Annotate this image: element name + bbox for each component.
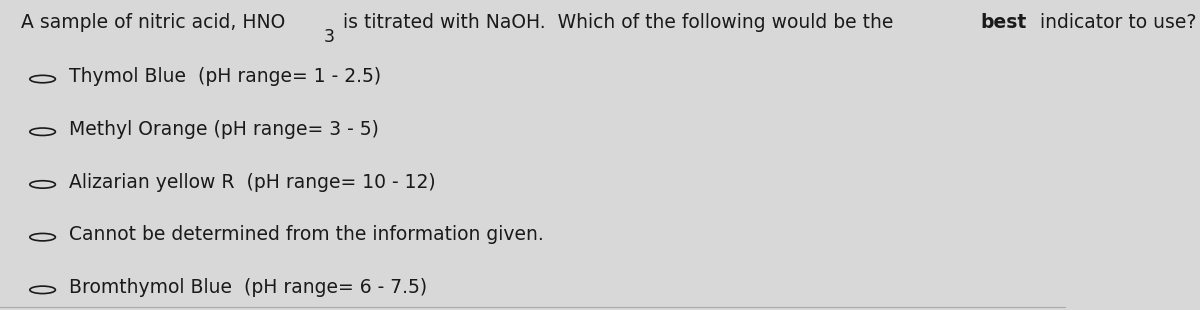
Text: indicator to use?: indicator to use? [1033,13,1196,32]
Text: A sample of nitric acid, HNO: A sample of nitric acid, HNO [22,13,286,32]
Text: Bromthymol Blue  (pH range= 6 - 7.5): Bromthymol Blue (pH range= 6 - 7.5) [70,278,427,297]
Text: Cannot be determined from the information given.: Cannot be determined from the informatio… [70,225,544,244]
Text: Thymol Blue  (pH range= 1 - 2.5): Thymol Blue (pH range= 1 - 2.5) [70,67,382,86]
Text: 3: 3 [324,28,335,46]
Text: best: best [980,13,1027,32]
Text: Alizarian yellow R  (pH range= 10 - 12): Alizarian yellow R (pH range= 10 - 12) [70,173,436,192]
Text: Methyl Orange (pH range= 3 - 5): Methyl Orange (pH range= 3 - 5) [70,120,379,139]
Text: is titrated with NaOH.  Which of the following would be the: is titrated with NaOH. Which of the foll… [336,13,899,32]
